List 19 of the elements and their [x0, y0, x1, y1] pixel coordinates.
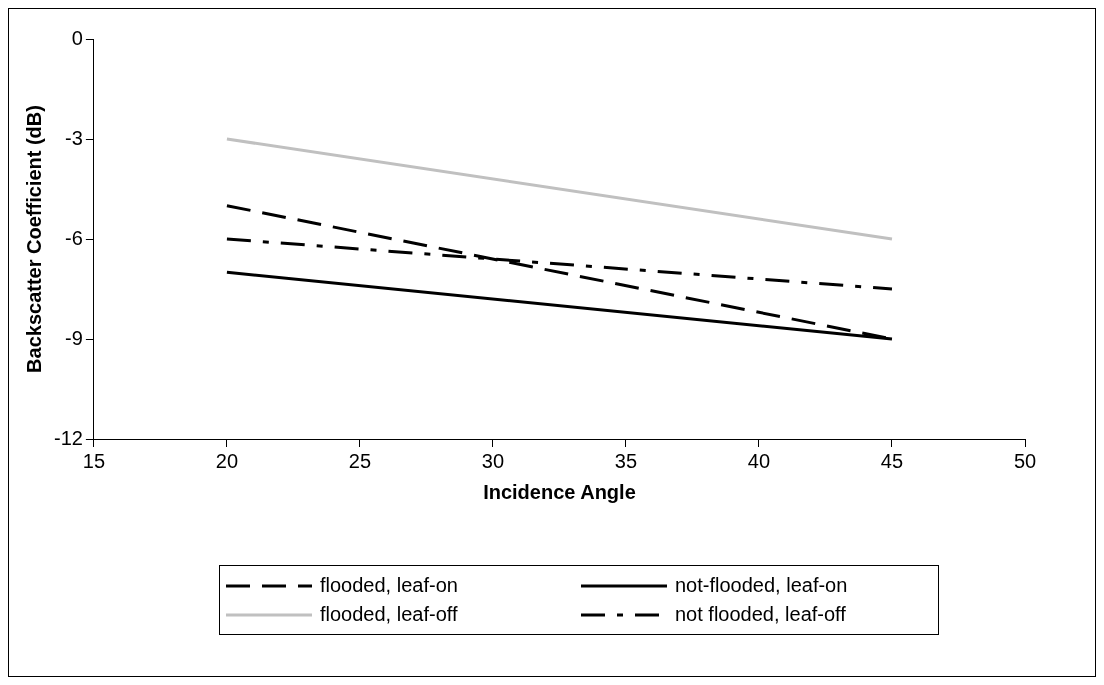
legend-label: not-flooded, leaf-on: [675, 574, 848, 597]
y-tick-label: -3: [65, 126, 83, 149]
legend-label: flooded, leaf-on: [320, 574, 458, 597]
y-tick-label: -12: [54, 426, 83, 449]
legend-label: flooded, leaf-off: [320, 603, 458, 626]
x-tick-label: 40: [747, 449, 771, 472]
x-tick-label: 35: [614, 449, 638, 472]
x-tick-label: 25: [348, 449, 372, 472]
y-tick-label: -6: [65, 226, 83, 249]
y-axis-title: Backscatter Coefficient (dB): [22, 105, 45, 373]
x-tick-label: 30: [481, 449, 505, 472]
y-tick-label: 0: [71, 26, 83, 49]
x-axis-title: Incidence Angle: [483, 480, 636, 503]
legend-label: not flooded, leaf-off: [675, 603, 846, 626]
y-tick-label: -9: [65, 326, 83, 349]
x-tick-label: 45: [880, 449, 904, 472]
x-tick-label: 20: [215, 449, 239, 472]
x-tick-label: 15: [82, 449, 106, 472]
x-tick-label: 50: [1013, 449, 1037, 472]
